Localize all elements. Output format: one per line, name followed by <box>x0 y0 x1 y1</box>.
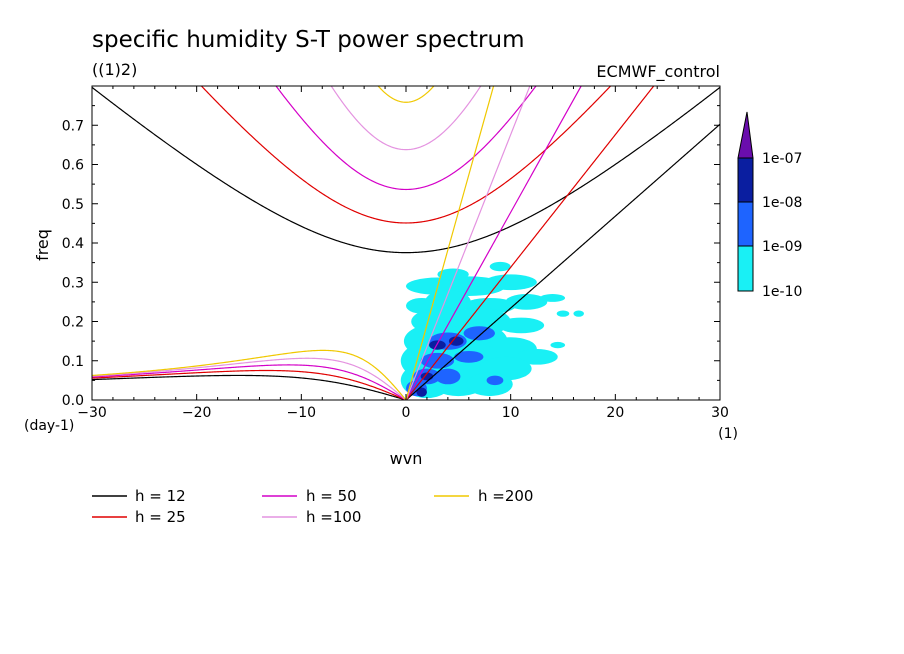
colorbar-label-4: 1e-10 <box>762 284 802 300</box>
x-tick-label: −20 <box>182 405 212 421</box>
y-axis-label: freq <box>33 229 52 261</box>
curve-ig-h100 <box>330 86 482 151</box>
curve-ig-h25 <box>200 86 612 224</box>
contour-blob <box>498 317 545 334</box>
contour-fill <box>400 261 584 399</box>
curve-kelvin-h200 <box>405 86 495 400</box>
contour-blob <box>486 375 504 386</box>
contour-blob <box>435 368 461 385</box>
curve-rossby-h50 <box>92 364 407 400</box>
y-tick-label: 0.2 <box>62 315 84 331</box>
contour-blob <box>489 261 511 272</box>
contour-blob <box>463 326 495 341</box>
x-unit-label: (1) <box>718 426 738 442</box>
chart-subtitle: ((1)2) <box>92 60 137 79</box>
curve-ig-h12 <box>92 86 720 254</box>
x-axis: −30 −20 −10 0 10 20 30 <box>77 86 729 421</box>
x-tick-label: −10 <box>287 405 317 421</box>
contour-blob <box>454 350 484 363</box>
colorbar-band-1e-07 <box>737 157 754 203</box>
contour-blob <box>448 336 464 346</box>
x-axis-label: wvn <box>390 449 423 468</box>
contour-blob <box>437 268 469 281</box>
x-tick-label: 30 <box>711 405 729 421</box>
y-tick-label: 0.3 <box>62 275 84 291</box>
y-tick-label: 0.7 <box>62 118 84 134</box>
curve-rossby-h12 <box>92 374 407 400</box>
colorbar: 1e-07 1e-08 1e-09 1e-10 <box>737 111 802 300</box>
x-tick-label: 20 <box>606 405 624 421</box>
contour-blob <box>416 387 427 397</box>
x-tick-label: 0 <box>402 405 411 421</box>
contour-blob <box>429 340 446 350</box>
contour-blob <box>484 274 537 291</box>
x-tick-label: −30 <box>77 405 107 421</box>
x-tick-label: 10 <box>502 405 520 421</box>
curve-kelvin-h50 <box>405 86 582 400</box>
y-axis: 0.0 0.1 0.2 0.3 0.4 0.5 0.6 0.7 <box>62 105 720 409</box>
curve-rossby-h100 <box>92 357 407 400</box>
contour-blob <box>573 310 584 317</box>
curve-ig-h200 <box>377 86 435 103</box>
dispersion-curves <box>92 86 720 400</box>
y-unit-label: (day-1) <box>24 418 74 434</box>
contour-blob <box>515 348 558 365</box>
curve-kelvin-h100 <box>405 86 531 400</box>
legend-label-h200: h =200 <box>478 487 533 505</box>
curve-ig-h50 <box>275 86 537 191</box>
legend-label-h50: h = 50 <box>306 487 357 505</box>
contour-blob <box>556 310 570 317</box>
y-tick-label: 0.0 <box>62 393 84 409</box>
legend-label-h12: h = 12 <box>135 487 186 505</box>
contour-blob <box>466 372 513 397</box>
y-tick-label: 0.5 <box>62 197 84 213</box>
colorbar-extend-arrow <box>737 111 754 159</box>
contour-blob <box>550 341 566 349</box>
curve-kelvin-h25 <box>405 86 655 400</box>
colorbar-label-3: 1e-09 <box>762 239 802 255</box>
y-tick-label: 0.4 <box>62 236 84 252</box>
colorbar-label-2: 1e-08 <box>762 195 802 211</box>
y-tick-label: 0.1 <box>62 354 84 370</box>
chart-title: specific humidity S-T power spectrum <box>92 27 524 53</box>
curve-kelvin-h12 <box>405 123 720 400</box>
y-tick-label: 0.6 <box>62 158 84 174</box>
legend-label-h25: h = 25 <box>135 508 186 526</box>
colorbar-label-1: 1e-07 <box>762 151 802 167</box>
contour-blob <box>539 294 566 302</box>
colorbar-band-1e-08 <box>737 201 754 247</box>
curve-rossby-h25 <box>92 369 407 400</box>
colorbar-band-1e-09 <box>737 245 754 292</box>
legend-label-h100: h =100 <box>306 508 361 526</box>
dataset-label: ECMWF_control <box>596 62 720 82</box>
curve-rossby-h200 <box>92 349 407 400</box>
legend: h = 12 h = 25 h = 50 h =100 h =200 <box>92 487 533 526</box>
